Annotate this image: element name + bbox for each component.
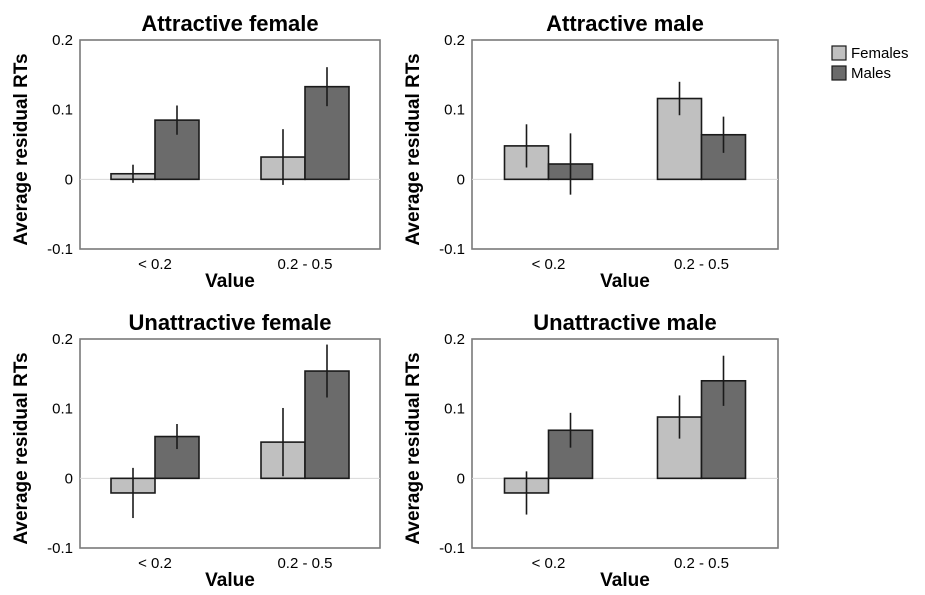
y-tick-label: 0 [457,171,465,188]
legend-item-males: Males [831,65,891,82]
plot-frame [79,39,381,250]
y-axis-label: Average residual RTs [11,53,32,245]
x-tick-label: 0.2 - 0.5 [277,555,332,572]
y-tick-label: 0.1 [444,102,465,119]
plot-frame [471,338,779,549]
y-tick-label: -0.1 [47,241,73,258]
panels: Attractive female -0.1 0 0.1 0.2 < 0.2 0.2 - 0… [11,11,779,591]
panel-4: Unattractive male -0.1 0 0.1 0.2 < 0.2 0.2 - 0… [403,310,779,591]
y-tick-label: 0 [457,470,465,487]
x-tick-label: 0.2 - 0.5 [674,555,729,572]
panel-3: Unattractive female -0.1 0 0.1 0.2 < 0.2 0.2 -… [11,310,381,591]
y-tick-label: -0.1 [439,540,465,557]
y-tick-label: -0.1 [439,241,465,258]
x-axis-label: Value [600,271,650,292]
panel-title: Unattractive male [533,310,716,335]
legend-swatch [831,45,847,61]
y-tick-label: 0 [65,171,73,188]
legend-label: Males [851,65,891,82]
x-tick-label: < 0.2 [138,555,172,572]
panel-1: Attractive female -0.1 0 0.1 0.2 < 0.2 0.2 - 0… [11,11,381,292]
x-axis-label: Value [205,271,255,292]
y-axis-label: Average residual RTs [403,53,424,245]
legend-item-females: Females [831,45,909,62]
y-tick-label: 0.1 [444,401,465,418]
panel-title: Attractive male [546,11,704,36]
legend: Females Males [831,45,909,82]
legend-label: Females [851,45,909,62]
x-tick-label: 0.2 - 0.5 [674,256,729,273]
x-tick-label: 0.2 - 0.5 [277,256,332,273]
y-tick-label: 0.1 [52,401,73,418]
y-tick-label: 0.2 [52,32,73,49]
x-tick-label: < 0.2 [532,555,566,572]
panel-title: Attractive female [141,11,318,36]
y-axis-label: Average residual RTs [11,352,32,544]
panel-title: Unattractive female [129,310,332,335]
y-tick-label: 0.1 [52,102,73,119]
plot-frame [471,39,779,250]
x-tick-label: < 0.2 [138,256,172,273]
y-tick-label: 0.2 [444,32,465,49]
panel-2: Attractive male -0.1 0 0.1 0.2 < 0.2 0.2 - 0.5… [403,11,779,292]
legend-swatch [831,65,847,81]
y-axis-label: Average residual RTs [403,352,424,544]
y-tick-label: 0 [65,470,73,487]
x-tick-label: < 0.2 [532,256,566,273]
x-axis-label: Value [205,570,255,591]
y-tick-label: 0.2 [52,331,73,348]
y-tick-label: 0.2 [444,331,465,348]
x-axis-label: Value [600,570,650,591]
plot-frame [79,338,381,549]
y-tick-label: -0.1 [47,540,73,557]
